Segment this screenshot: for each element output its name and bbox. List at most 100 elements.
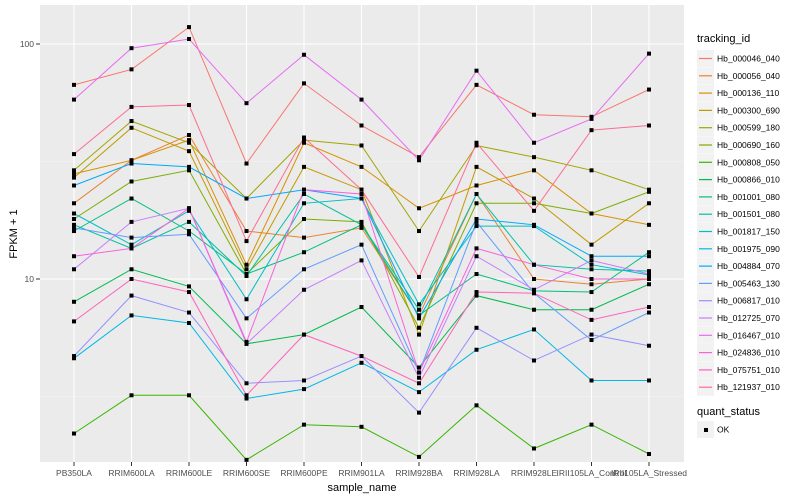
data-point [417, 454, 421, 459]
data-point [187, 37, 191, 42]
data-point [129, 196, 134, 201]
data-point [129, 125, 134, 130]
x-tick-label: RRIM600SE [223, 468, 271, 478]
data-point [532, 112, 536, 117]
legend-item: Hb_012725_070 [697, 309, 780, 327]
data-point [417, 370, 421, 375]
data-point [417, 307, 421, 312]
data-point [474, 219, 479, 224]
data-point [417, 302, 421, 307]
legend-item: Hb_024836_010 [697, 344, 780, 362]
series-points [72, 25, 651, 462]
data-point [532, 196, 536, 201]
legend-label: OK [717, 425, 730, 435]
data-point [244, 393, 249, 398]
legend-label: Hb_000808_050 [717, 157, 780, 167]
data-point [244, 339, 249, 344]
data-point [647, 189, 651, 194]
data-point [244, 396, 249, 401]
data-point [187, 25, 191, 30]
data-point [589, 282, 594, 287]
data-point [72, 201, 76, 206]
data-point [187, 290, 191, 295]
data-point [72, 175, 76, 180]
legend-label: Hb_001975_090 [717, 244, 780, 254]
legend-label: Hb_000599_180 [717, 123, 780, 133]
data-point [589, 267, 594, 272]
data-point [302, 287, 306, 292]
data-point [187, 310, 191, 315]
data-point [532, 358, 536, 363]
data-point [474, 290, 479, 295]
data-point [532, 222, 536, 227]
legend-label: Hb_121937_010 [717, 382, 780, 392]
data-point [589, 128, 594, 133]
legend-label: Hb_001001_080 [717, 192, 780, 202]
data-point [474, 403, 479, 408]
legend-item: Hb_075751_010 [697, 361, 780, 379]
data-point [532, 208, 536, 213]
data-point [474, 293, 479, 298]
legend-color-title: tracking_id [697, 33, 750, 45]
legend-item: Hb_000056_040 [697, 67, 780, 85]
x-tick-label: PB350LA [56, 468, 92, 478]
data-point [72, 222, 76, 227]
data-point [417, 332, 421, 337]
data-point [359, 360, 364, 365]
data-point [647, 254, 651, 259]
x-tick-label: IRII105LA_Stressed [611, 468, 687, 478]
data-point [589, 338, 594, 343]
legend-shape-title: quant_status [697, 406, 760, 418]
data-point [647, 272, 651, 277]
x-tick-label: IRII105LA_Control [557, 468, 627, 478]
data-point [589, 211, 594, 216]
legend-item: Hb_000300_690 [697, 101, 780, 119]
grid-major [40, 5, 684, 462]
data-point [187, 284, 191, 289]
data-point [647, 222, 651, 227]
data-point [302, 81, 306, 86]
data-point [532, 327, 536, 332]
legend-label: Hb_000690_160 [717, 140, 780, 150]
data-point [244, 101, 249, 106]
data-point [532, 287, 536, 292]
legend-item: Hb_000808_050 [697, 153, 780, 171]
x-tick-label: RRIM928LE [511, 468, 558, 478]
legend-point-icon [704, 428, 708, 432]
data-point [417, 375, 421, 380]
x-tick-label: RRIM600LA [108, 468, 155, 478]
data-point [187, 149, 191, 154]
data-point [417, 206, 421, 211]
data-point [417, 313, 421, 318]
data-point [359, 143, 364, 148]
data-point [302, 52, 306, 57]
data-point [187, 168, 191, 173]
data-point [647, 277, 651, 281]
data-point [417, 274, 421, 279]
data-point [474, 347, 479, 352]
legend-label: Hb_075751_010 [717, 365, 780, 375]
legend-item: Hb_004884_070 [697, 257, 780, 275]
data-point [647, 378, 651, 383]
data-point [474, 191, 479, 196]
data-point [129, 313, 134, 318]
data-point [474, 143, 479, 148]
data-point [417, 381, 421, 386]
data-point [72, 319, 76, 324]
data-point [589, 317, 594, 322]
data-point [244, 267, 249, 272]
data-point [302, 250, 306, 255]
data-point [474, 224, 479, 229]
data-point [244, 161, 249, 166]
data-point [72, 225, 76, 230]
legend-label: Hb_012725_070 [717, 313, 780, 323]
data-point [72, 356, 76, 361]
legend-item: Hb_000599_180 [697, 119, 780, 137]
data-point [417, 365, 421, 370]
legend-item: Hb_000866_010 [697, 171, 780, 189]
data-point [589, 242, 594, 247]
data-point [532, 446, 536, 451]
data-point [474, 82, 479, 87]
x-axis-title: sample_name [327, 482, 396, 494]
y-tick-label: 10 [25, 274, 35, 284]
